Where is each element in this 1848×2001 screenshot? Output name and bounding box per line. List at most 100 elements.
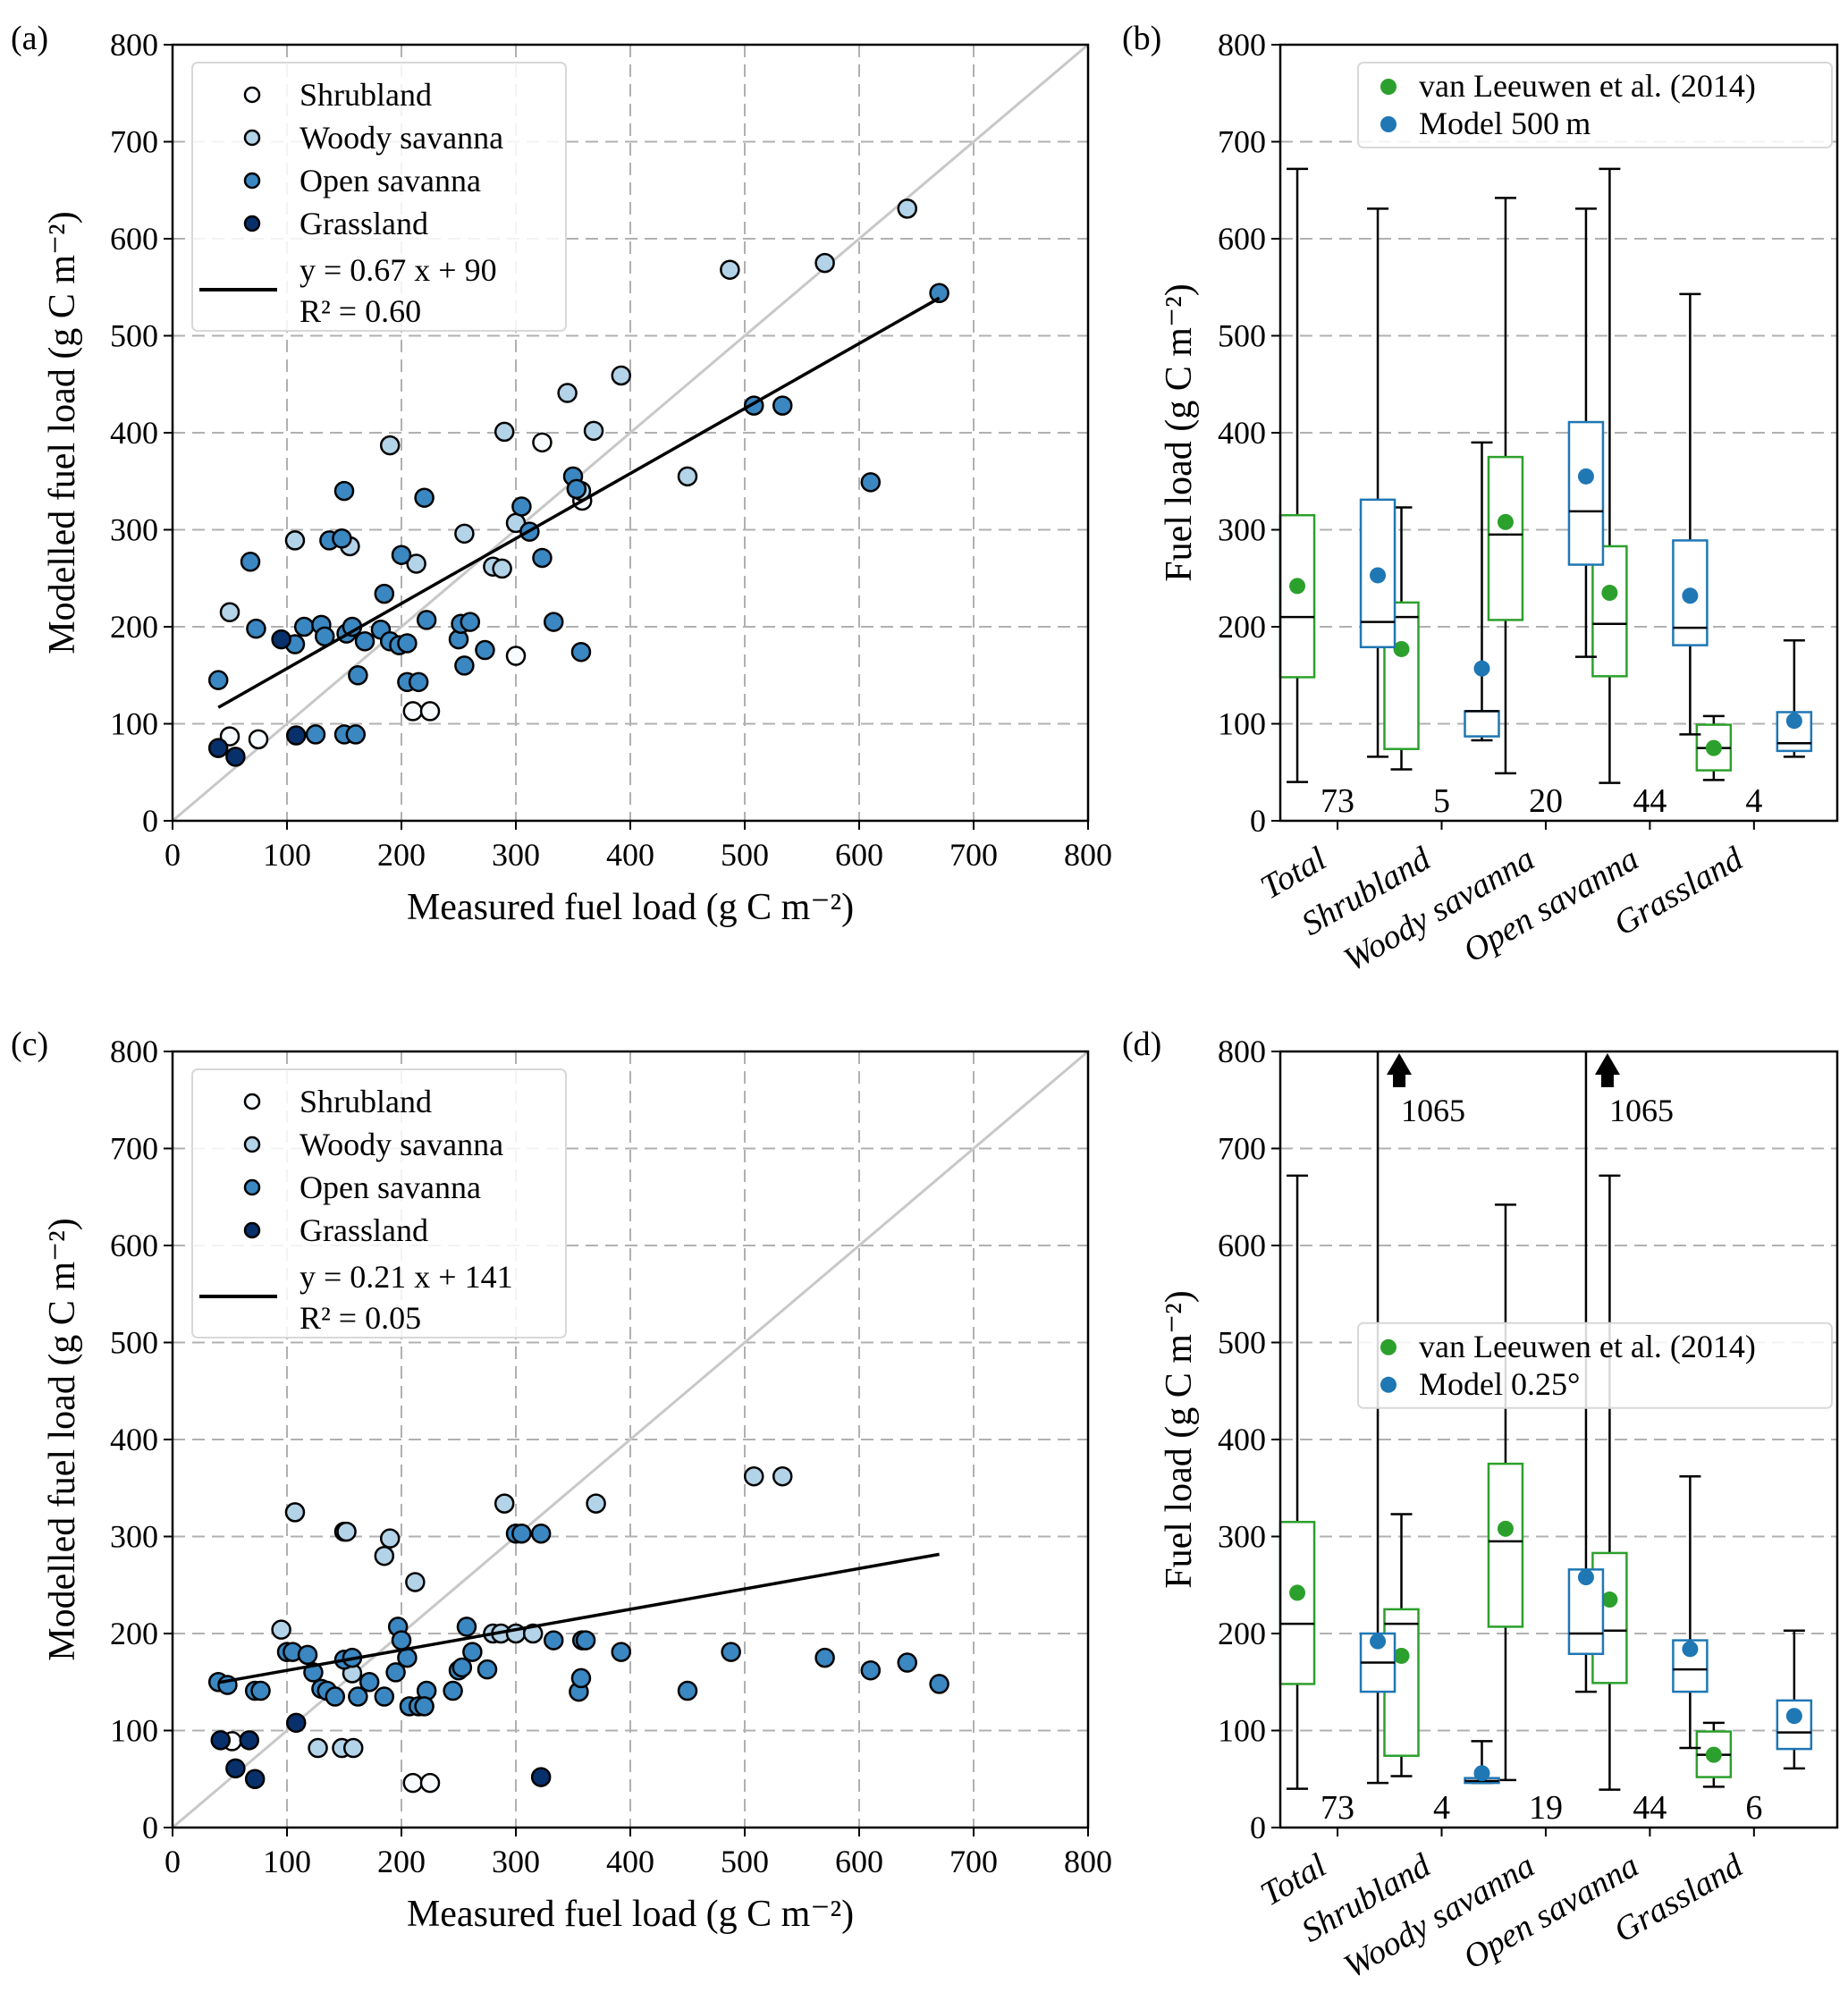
data-point-open-savanna [511,496,532,517]
legend-box [1357,1321,1833,1409]
y-tick-label: 200 [110,1616,158,1651]
data-point-woody-savanna [897,198,918,219]
y-tick-label: 0 [1250,1810,1266,1845]
data-point-grassland [239,1730,260,1751]
y-tick-label: 300 [110,512,158,548]
x-tick-label: 700 [949,837,998,873]
data-point-open-savanna [532,547,553,569]
y-axis-label: Fuel load (g C m⁻²) [1159,283,1200,581]
legend-marker [1380,1376,1397,1393]
y-tick-label: 400 [110,1422,158,1457]
y-tick-label: 100 [1218,1713,1266,1749]
x-tick-label: 200 [377,1844,426,1879]
legend-marker [243,129,261,147]
data-point-woody-savanna [814,252,835,274]
x-tick-label: 100 [263,837,311,873]
data-point-open-savanna [530,1523,552,1544]
arrow-up-icon [1387,1053,1413,1087]
axes-frame [1278,43,1839,823]
data-point-open-savanna [397,633,418,654]
data-point-shrubland [248,729,269,750]
off-scale-annotation: 1065 [1401,1093,1465,1128]
y-tick-label: 600 [1218,1228,1266,1263]
legend-label: Shrubland [300,77,432,113]
legend-marker [243,86,261,104]
x-tick-label: 300 [492,837,540,873]
x-tick-label: 200 [377,837,426,873]
panel-label: (c) [11,1026,48,1063]
y-tick-label: 400 [110,415,158,451]
legend-box [191,62,567,332]
data-point-woody-savanna [405,1572,426,1592]
data-point-woody-savanna [284,530,306,551]
data-point-woody-savanna [494,421,515,443]
data-point-grassland [225,747,246,767]
data-point-open-savanna [408,671,429,693]
data-point-woody-savanna [583,420,604,442]
data-point-woody-savanna [611,365,632,386]
one-to-one-line [172,43,1089,823]
panel-label: (b) [1122,20,1161,57]
data-point-open-savanna [333,480,355,502]
data-point-open-savanna [305,724,326,745]
y-tick-label: 500 [110,1325,158,1361]
data-point-woody-savanna [219,602,240,622]
x-tick-label: 600 [835,1844,883,1879]
data-point-open-savanna [207,670,229,690]
y-axis-label: Modelled fuel load (g C m⁻²) [42,1218,83,1661]
data-point-grassland [244,1769,266,1789]
data-point-grassland [225,1758,246,1779]
y-tick-label: 700 [110,1131,158,1167]
box-mean-marker [1601,1592,1618,1608]
legend-fit-equation: y = 0.21 x + 141 [300,1259,513,1295]
data-point-woody-savanna [454,523,475,545]
data-point-open-savanna [575,1630,596,1651]
data-point-woody-savanna [342,1737,364,1759]
regression-line [217,1552,940,1684]
box-mean-marker [1289,578,1306,595]
data-point-open-savanna [416,610,437,630]
box-iqr [1278,1520,1316,1685]
data-point-open-savanna [414,487,435,508]
data-point-open-savanna [814,1647,835,1668]
sample-count: 6 [1745,1789,1762,1827]
data-point-open-savanna [385,1662,406,1683]
x-tick-label: 0 [165,837,181,873]
data-point-open-savanna [240,552,261,572]
data-point-open-savanna [348,665,368,686]
x-tick-label: 600 [835,837,883,873]
y-tick-label: 100 [110,1713,158,1749]
box-iqr [1464,710,1500,738]
panel-c: (c) 0 100 200 300 400 500 600 700 800 Modelled fue… [11,1026,1112,1935]
sample-count: 73 [1321,1789,1354,1827]
y-tick-label: 800 [110,27,158,63]
box-iqr [1487,455,1524,621]
data-point-open-savanna [456,1617,477,1637]
data-point-open-savanna [374,1686,395,1707]
y-axis-label: Fuel load (g C m⁻²) [1159,1290,1200,1588]
sample-count: 5 [1433,782,1450,820]
y-tick-label: 400 [1218,415,1266,451]
y-tick-label: 300 [1218,1519,1266,1555]
legend-marker [243,172,261,190]
legend-marker [243,1178,261,1196]
data-point-woody-savanna [374,1545,395,1566]
y-tick-label: 700 [110,124,158,160]
y-tick-label: 0 [142,803,158,839]
box-mean-marker [1473,660,1490,677]
box-mean-marker [1370,567,1387,584]
data-point-woody-savanna [772,1465,793,1487]
x-tick-label: 100 [263,1844,311,1879]
sample-count: 73 [1321,782,1354,820]
box-mean-marker [1785,713,1802,730]
data-point-open-savanna [246,618,266,639]
legend-label: Grassland [300,206,428,241]
data-point-woody-savanna [271,1619,291,1640]
y-tick-label: 300 [1218,512,1266,548]
data-point-open-savanna [250,1680,271,1701]
data-point-shrubland [419,1772,441,1794]
data-point-grassland [271,629,291,650]
box-mean-marker [1601,585,1618,602]
legend-label: Woody savanna [300,1127,503,1162]
y-tick-label: 200 [110,609,158,645]
